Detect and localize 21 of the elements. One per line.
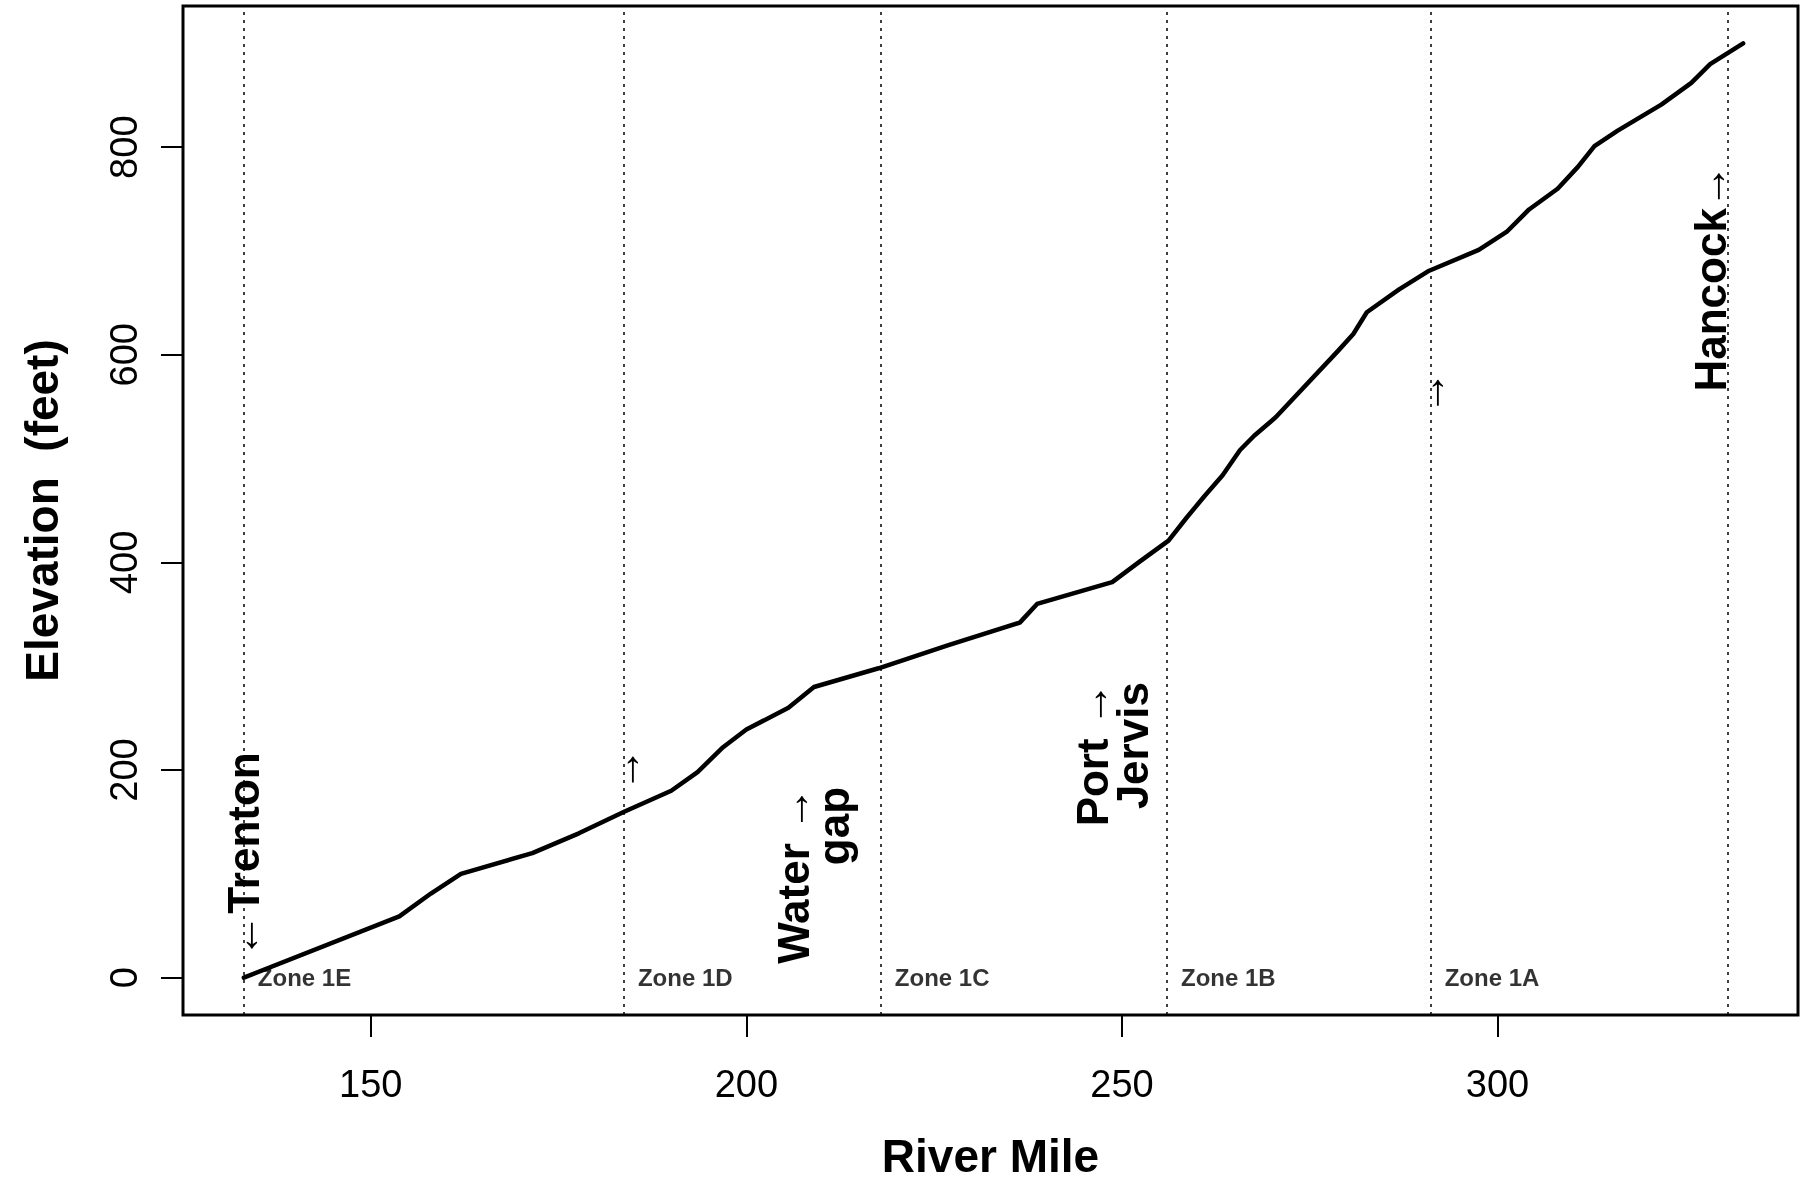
annotation: → bbox=[600, 747, 650, 792]
y-tick-label: 0 bbox=[103, 967, 145, 989]
x-tick-label: 200 bbox=[714, 1063, 779, 1105]
y-axis-title: Elevation (feet) bbox=[16, 339, 68, 682]
x-tick-label: 300 bbox=[1465, 1063, 1530, 1105]
ref-line-label: Zone 1B bbox=[1181, 964, 1276, 992]
y-tick-label: 400 bbox=[103, 530, 145, 595]
y-tick-label: 200 bbox=[103, 738, 145, 802]
y-tick-label: 800 bbox=[103, 115, 145, 179]
annotation: → bbox=[1404, 370, 1454, 415]
x-tick-label: 250 bbox=[1090, 1063, 1154, 1105]
annotation: ←Trenton bbox=[219, 752, 269, 958]
annotation: Water → gap bbox=[769, 786, 859, 964]
x-tick-label: 150 bbox=[339, 1063, 403, 1105]
annotation: Port → Jervis bbox=[1067, 682, 1157, 827]
ref-line-label: Zone 1C bbox=[894, 964, 990, 992]
ref-line-label: Zone 1D bbox=[637, 964, 733, 992]
ref-line-label: Zone 1A bbox=[1444, 964, 1540, 992]
annotation: Hancock→ bbox=[1685, 164, 1735, 392]
x-axis-title: River Mile bbox=[881, 1130, 1100, 1182]
y-tick-label: 600 bbox=[103, 323, 145, 387]
